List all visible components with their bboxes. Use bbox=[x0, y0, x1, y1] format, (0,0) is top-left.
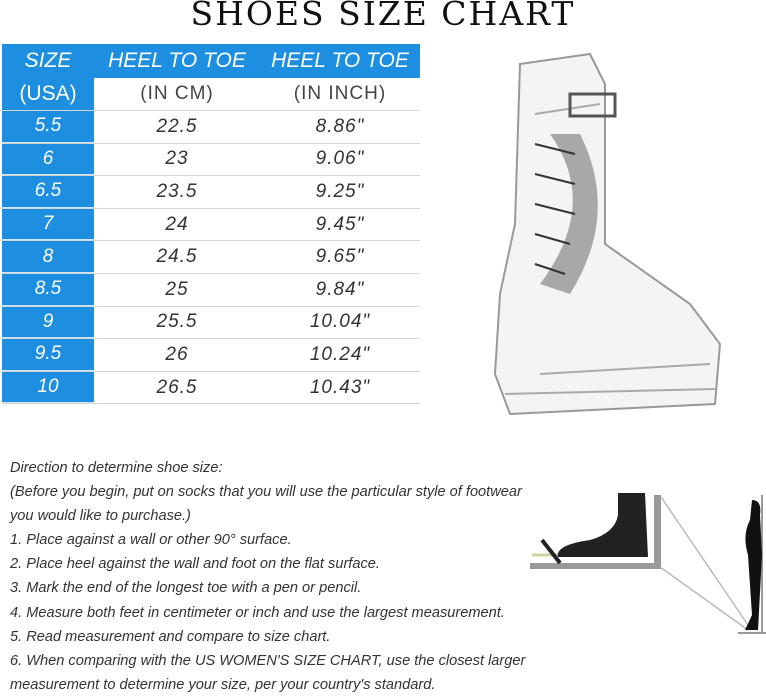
inch-cell: 9.06" bbox=[315, 148, 365, 170]
table-row: 10 26.5 10.43" bbox=[2, 371, 420, 405]
table-subheader-row: (USA) (IN CM) (IN INCH) bbox=[2, 78, 420, 111]
size-cell: 6 bbox=[2, 143, 94, 176]
instruction-line: (Before you begin, put on socks that you… bbox=[10, 484, 522, 501]
table-row: 6.5 23.5 9.25" bbox=[2, 176, 420, 209]
inch-cell: 10.04" bbox=[309, 311, 371, 333]
white-boot-image bbox=[493, 52, 722, 416]
subheader-inch: (IN INCH) bbox=[293, 83, 387, 104]
inch-cell: 9.45" bbox=[315, 213, 365, 235]
table-row: 7 24 9.45" bbox=[2, 208, 420, 242]
inch-cell: 9.25" bbox=[315, 180, 365, 202]
instruction-line: you would like to purchase.) bbox=[10, 508, 191, 525]
subheader-size: (USA) bbox=[2, 78, 94, 110]
size-cell: 9.5 bbox=[2, 339, 94, 371]
instruction-line: Direction to determine shoe size: bbox=[10, 460, 223, 476]
inch-cell: 9.65" bbox=[315, 246, 365, 268]
inch-cell: 10.24" bbox=[309, 343, 371, 365]
table-row: 6 23 9.06" bbox=[2, 143, 420, 177]
size-cell: 9 bbox=[2, 306, 94, 339]
instruction-line: 5. Read measurement and compare to size … bbox=[10, 628, 331, 645]
header-inch: HEEL TO TOE bbox=[271, 49, 409, 72]
inch-cell: 8.86" bbox=[315, 115, 365, 137]
size-cell: 7 bbox=[2, 208, 94, 241]
size-cell: 5.5 bbox=[2, 111, 94, 143]
size-cell: 6.5 bbox=[2, 176, 94, 208]
table-row: 8 24.5 9.65" bbox=[2, 241, 420, 274]
sizing-instructions: Direction to determine shoe size: (Before… bbox=[10, 456, 525, 697]
cm-cell: 25.5 bbox=[156, 311, 198, 333]
instruction-line: measurement to determine your size, per … bbox=[10, 676, 436, 693]
table-row: 5.5 22.5 8.86" bbox=[2, 111, 420, 144]
instruction-line: 2. Place heel against the wall and foot … bbox=[10, 556, 380, 573]
instruction-line: 1. Place against a wall or other 90° sur… bbox=[10, 532, 292, 549]
instruction-line: 6. When comparing with the US WOMEN'S SI… bbox=[10, 652, 526, 669]
subheader-cm: (IN CM) bbox=[140, 83, 214, 104]
size-cell: 8.5 bbox=[2, 273, 94, 306]
inch-cell: 10.43" bbox=[309, 376, 371, 398]
header-size: SIZE bbox=[24, 49, 72, 72]
size-cell: 10 bbox=[2, 371, 94, 404]
cm-cell: 26 bbox=[165, 343, 189, 365]
cm-cell: 23.5 bbox=[156, 180, 198, 202]
cm-cell: 26.5 bbox=[156, 376, 198, 398]
table-header-row: SIZE HEEL TO TOE HEEL TO TOE bbox=[2, 44, 420, 78]
chart-title: SHOES SIZE CHART bbox=[190, 0, 576, 33]
instruction-line: 4. Measure both feet in centimeter or in… bbox=[10, 604, 505, 621]
table-row: 9 25.5 10.04" bbox=[2, 306, 420, 340]
cm-cell: 24.5 bbox=[156, 246, 198, 268]
table-row: 8.5 25 9.84" bbox=[2, 273, 420, 307]
cm-cell: 22.5 bbox=[156, 115, 198, 137]
size-table: SIZE HEEL TO TOE HEEL TO TOE (USA) (IN C… bbox=[2, 44, 420, 405]
cm-cell: 24 bbox=[165, 213, 189, 235]
inch-cell: 9.84" bbox=[315, 278, 365, 300]
foot-measurement-diagram bbox=[530, 493, 766, 634]
cm-cell: 23 bbox=[165, 148, 189, 170]
instruction-line: 3. Mark the end of the longest toe with … bbox=[10, 580, 362, 597]
size-cell: 8 bbox=[2, 241, 94, 273]
cm-cell: 25 bbox=[165, 278, 189, 300]
header-cm: HEEL TO TOE bbox=[108, 49, 246, 72]
table-row: 9.5 26 10.24" bbox=[2, 339, 420, 372]
